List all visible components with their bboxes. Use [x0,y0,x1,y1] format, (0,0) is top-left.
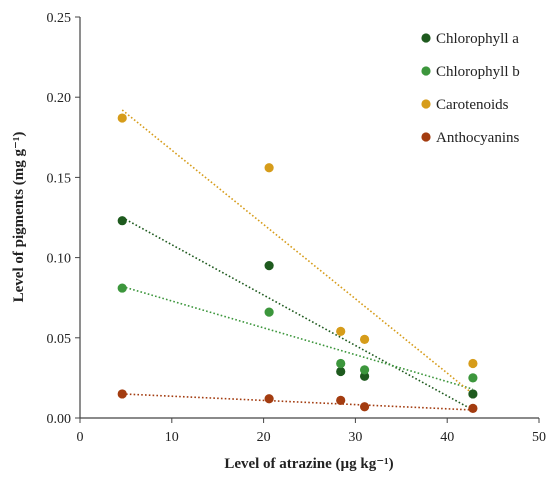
x-tick-label: 40 [440,430,454,445]
carotenoids-point [117,113,127,123]
anthocyanins-point [117,389,127,399]
anthocyanins-legend-label: Anthocyanins [436,130,519,146]
chlorophyll-b-point [336,358,346,369]
y-tick-label: 0.10 [47,252,72,267]
x-tick-label: 10 [165,430,179,445]
trendline-layer [121,109,474,411]
carotenoids-point [264,163,274,173]
chlorophyll-a-point [264,261,274,271]
y-tick-label: 0.20 [47,91,72,106]
carotenoids-point [336,326,346,336]
carotenoids-legend-label: Carotenoids [436,97,509,113]
chlorophyll-b-legend-label: Chlorophyll b [436,64,520,80]
chlorophyll-b-trendline [122,285,474,390]
chlorophyll-a-point [468,389,478,399]
y-tick-label: 0.25 [47,11,72,26]
chlorophyll-b-legend-marker [421,66,431,76]
anthocyanins-point [264,394,274,404]
anthocyanins-trendline [122,393,473,411]
x-tick-label: 0 [77,430,84,445]
carotenoids-trendline [121,109,474,395]
carotenoids-legend-marker [421,99,431,109]
chlorophyll-a-point [336,366,346,377]
chlorophyll-a-point [359,371,370,381]
x-tick-label: 20 [257,430,271,445]
anthocyanins-legend-marker [421,132,431,142]
anthocyanins-point [468,403,478,413]
chlorophyll-b-point [359,365,370,375]
chlorophyll-b-point [468,373,478,383]
chlorophyll-a-legend-label: Chlorophyll a [436,31,519,47]
chlorophyll-b-point [264,307,274,317]
legend: Chlorophyll a Chlorophyll b Carotenoids Ant… [421,31,520,146]
point-layer [117,113,478,413]
anthocyanins-point [359,402,370,412]
chlorophyll-a-trendline [121,216,474,411]
anthocyanins-point [336,395,346,405]
x-axis-title: Level of atrazine (µg kg⁻¹) [224,456,393,472]
chlorophyll-b-point [117,283,127,293]
chlorophyll-a-legend-marker [421,33,431,43]
chlorophyll-a-point [117,216,127,226]
y-tick-label: 0.15 [47,171,72,186]
carotenoids-point [359,334,370,345]
y-tick-label: 0.05 [47,332,72,347]
x-tick-label: 50 [532,430,546,445]
tick-layer: 0 10 20 30 40 50 0.00 0.05 0.10 0.15 0.20 0.25 [47,11,547,445]
x-tick-label: 30 [348,430,362,445]
carotenoids-point [468,358,478,369]
y-tick-label: 0.00 [47,412,72,427]
y-axis-title: Level of pigments (mg g⁻¹) [11,132,27,303]
